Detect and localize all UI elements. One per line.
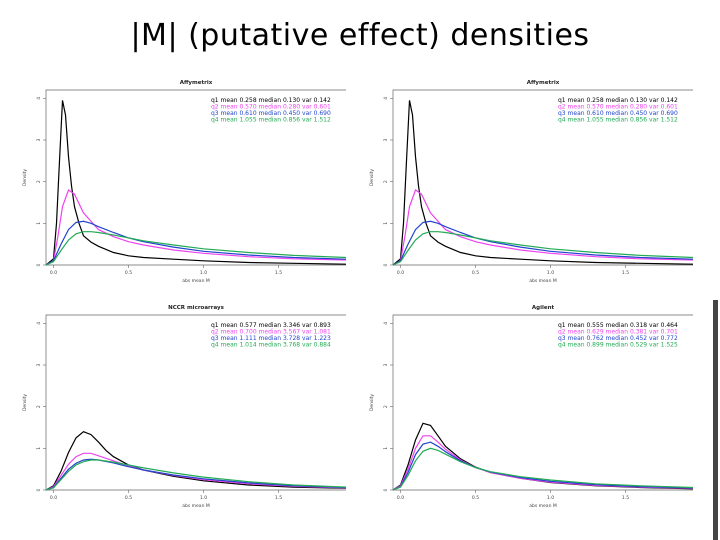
series-line-q2 bbox=[392, 435, 694, 491]
y-tick-label: 1 bbox=[36, 447, 42, 450]
legend-entry: q3 mean 0.762 median 0.452 var 0.772 bbox=[558, 335, 678, 342]
series-line-q2 bbox=[45, 452, 347, 491]
series-line-q4 bbox=[45, 459, 347, 491]
chart-svg: Affymetrix 0 1 2 3 4 0.0 0.5 1.0 1.5 abs mean M Den… bbox=[369, 80, 694, 284]
x-tick-label: 1.0 bbox=[200, 495, 207, 501]
y-tick-label: 4 bbox=[36, 97, 42, 100]
x-tick-label: 0.0 bbox=[50, 270, 57, 276]
y-tick-label: 4 bbox=[383, 97, 389, 100]
x-tick-label: 0.5 bbox=[472, 495, 479, 501]
y-tick-label: 1 bbox=[36, 222, 42, 225]
x-tick-label: 0.0 bbox=[397, 270, 404, 276]
series-line-q3 bbox=[392, 220, 694, 266]
series-line-q2 bbox=[45, 189, 347, 266]
legend-entry: q2 mean 0.629 median 0.381 var 0.701 bbox=[558, 329, 678, 336]
y-tick-label: 0 bbox=[36, 488, 42, 491]
legend-entry: q1 mean 0.258 median 0.130 var 0.142 bbox=[211, 97, 331, 104]
chart-svg: Agilent 0 1 2 3 4 0.0 0.5 1.0 1.5 abs mean M Densit… bbox=[369, 305, 694, 509]
x-axis-label: abs mean M bbox=[529, 278, 557, 284]
chart-panel-affymetrix-1: Affymetrix 0 1 2 3 4 0.0 0.5 1.0 1.5 abs mean M Den… bbox=[18, 80, 348, 295]
edge-bar bbox=[713, 300, 718, 540]
x-axis-label: abs mean M bbox=[529, 503, 557, 509]
chart-panel-agilent: Agilent 0 1 2 3 4 0.0 0.5 1.0 1.5 abs mean M Densit… bbox=[365, 305, 695, 520]
y-tick-label: 0 bbox=[383, 263, 389, 266]
y-tick-label: 2 bbox=[383, 405, 389, 408]
y-tick-label: 2 bbox=[36, 180, 42, 183]
legend-entry: q2 mean 0.700 median 3.567 var 1.081 bbox=[211, 329, 331, 336]
series-line-q4 bbox=[392, 447, 694, 491]
x-tick-label: 1.0 bbox=[547, 495, 554, 501]
plot-frame bbox=[45, 89, 346, 266]
series-line-q1 bbox=[45, 431, 347, 491]
plot-frame bbox=[392, 314, 693, 491]
x-tick-label: 0.5 bbox=[125, 495, 132, 501]
legend-entry: q4 mean 1.014 median 3.768 var 0.884 bbox=[211, 342, 331, 349]
y-tick-label: 3 bbox=[36, 138, 42, 141]
y-axis-label: Density bbox=[22, 394, 28, 411]
series-line-q4 bbox=[392, 231, 694, 266]
y-tick-label: 3 bbox=[383, 363, 389, 366]
x-tick-label: 0.5 bbox=[472, 270, 479, 276]
y-tick-label: 0 bbox=[36, 263, 42, 266]
y-tick-label: 3 bbox=[36, 363, 42, 366]
series-line-q3 bbox=[45, 220, 347, 266]
series-line-q4 bbox=[45, 231, 347, 266]
y-axis-label: Density bbox=[369, 394, 375, 411]
legend-entry: q4 mean 0.899 median 0.529 var 1.525 bbox=[558, 342, 678, 349]
legend-entry: q1 mean 0.577 median 3.346 var 0.893 bbox=[211, 322, 331, 329]
plot-frame bbox=[392, 89, 693, 266]
y-tick-label: 1 bbox=[383, 222, 389, 225]
x-tick-label: 1.5 bbox=[622, 270, 629, 276]
chart-title: Affymetrix bbox=[527, 80, 560, 86]
legend-entry: q4 mean 1.055 median 0.856 var 1.512 bbox=[211, 117, 331, 124]
legend-entry: q1 mean 0.258 median 0.130 var 0.142 bbox=[558, 97, 678, 104]
x-tick-label: 1.0 bbox=[547, 270, 554, 276]
y-tick-label: 0 bbox=[383, 488, 389, 491]
y-tick-label: 1 bbox=[383, 447, 389, 450]
y-axis-label: Density bbox=[369, 169, 375, 186]
chart-panel-nccr: NCCR microarrays 0 1 2 3 4 0.0 0.5 1.0 1.5 abs mea… bbox=[18, 305, 348, 520]
y-tick-label: 2 bbox=[36, 405, 42, 408]
series-line-q3 bbox=[392, 441, 694, 491]
y-tick-label: 4 bbox=[383, 322, 389, 325]
slide-title: |M| (putative effect) densities bbox=[130, 18, 590, 53]
chart-panel-affymetrix-2: Affymetrix 0 1 2 3 4 0.0 0.5 1.0 1.5 abs mean M Den… bbox=[365, 80, 695, 295]
chart-title: NCCR microarrays bbox=[168, 305, 224, 311]
legend-entry: q3 mean 0.610 median 0.450 var 0.690 bbox=[211, 110, 331, 117]
x-axis-label: abs mean M bbox=[182, 503, 210, 509]
chart-svg: NCCR microarrays 0 1 2 3 4 0.0 0.5 1.0 1.5 abs mea… bbox=[22, 305, 347, 509]
plot-frame bbox=[45, 314, 346, 491]
chart-title: Affymetrix bbox=[180, 80, 213, 86]
legend-entry: q2 mean 0.570 median 0.280 var 0.601 bbox=[211, 104, 331, 111]
series-line-q1 bbox=[45, 100, 347, 266]
legend-entry: q2 mean 0.570 median 0.280 var 0.601 bbox=[558, 104, 678, 111]
x-tick-label: 1.0 bbox=[200, 270, 207, 276]
y-axis-label: Density bbox=[22, 169, 28, 186]
x-tick-label: 1.5 bbox=[275, 495, 282, 501]
x-tick-label: 0.0 bbox=[397, 495, 404, 501]
chart-title: Agilent bbox=[532, 305, 555, 311]
x-axis-label: abs mean M bbox=[182, 278, 210, 284]
legend-entry: q3 mean 1.111 median 3.728 var 1.223 bbox=[211, 335, 331, 342]
series-line-q1 bbox=[392, 100, 694, 266]
legend-entry: q4 mean 1.055 median 0.856 var 1.512 bbox=[558, 117, 678, 124]
legend-entry: q3 mean 0.610 median 0.450 var 0.690 bbox=[558, 110, 678, 117]
chart-svg: Affymetrix 0 1 2 3 4 0.0 0.5 1.0 1.5 abs mean M Den… bbox=[22, 80, 347, 284]
x-tick-label: 1.5 bbox=[622, 495, 629, 501]
y-tick-label: 4 bbox=[36, 322, 42, 325]
y-tick-label: 3 bbox=[383, 138, 389, 141]
x-tick-label: 1.5 bbox=[275, 270, 282, 276]
series-line-q2 bbox=[392, 189, 694, 266]
x-tick-label: 0.0 bbox=[50, 495, 57, 501]
legend-entry: q1 mean 0.555 median 0.318 var 0.464 bbox=[558, 322, 678, 329]
y-tick-label: 2 bbox=[383, 180, 389, 183]
x-tick-label: 0.5 bbox=[125, 270, 132, 276]
